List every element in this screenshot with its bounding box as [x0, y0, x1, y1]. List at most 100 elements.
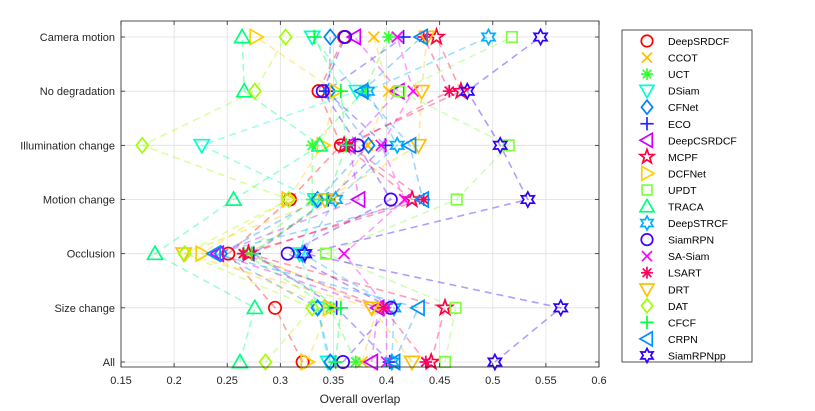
data-point	[290, 247, 309, 263]
data-point	[244, 246, 259, 261]
data-point	[403, 355, 422, 372]
y-tick-label: Size change	[54, 303, 115, 315]
legend-marker	[640, 98, 654, 116]
data-point	[327, 190, 344, 209]
series-line	[304, 36, 563, 363]
plot-frame	[120, 20, 600, 368]
data-point	[382, 30, 396, 44]
legend-marker	[638, 330, 654, 348]
series-line	[323, 36, 513, 363]
series-line	[140, 36, 314, 363]
data-point	[308, 301, 327, 318]
legend-marker	[638, 197, 656, 213]
x-tick-label: 0.35	[323, 375, 344, 387]
data-point	[400, 136, 417, 155]
data-point	[235, 81, 254, 98]
data-point	[310, 298, 325, 317]
y-tick-label: Illumination change	[20, 140, 115, 152]
data-point	[310, 136, 329, 152]
data-point	[492, 136, 509, 155]
data-point	[362, 301, 381, 318]
data-point	[338, 247, 351, 260]
data-point	[205, 244, 221, 263]
data-point	[315, 84, 330, 99]
data-point	[338, 30, 353, 45]
legend-marker	[638, 84, 656, 100]
series-line	[245, 36, 462, 363]
legend-marker	[638, 131, 654, 149]
y-tick-label: Motion change	[43, 195, 115, 207]
data-point	[361, 136, 376, 155]
y-tick-label: All	[103, 357, 115, 369]
legend-label: TRACA	[668, 202, 704, 214]
legend-label: DSiam	[668, 86, 700, 98]
data-point	[375, 139, 388, 152]
data-point	[362, 353, 379, 371]
data-point	[310, 190, 325, 209]
y-tick-label: Camera motion	[40, 32, 115, 44]
legend-marker	[641, 184, 653, 196]
legend-label: ECO	[668, 119, 691, 131]
data-point	[450, 193, 463, 206]
data-point	[192, 138, 211, 155]
data-point	[412, 28, 429, 46]
legend-label: DeepSTRCF	[668, 218, 728, 230]
legend-label: CCOT	[668, 53, 698, 65]
data-point	[221, 246, 236, 261]
data-point	[323, 28, 338, 46]
data-point	[345, 28, 362, 46]
data-point	[391, 30, 404, 44]
data-point	[135, 136, 150, 155]
legend-marker	[641, 51, 653, 64]
legend-label: DRT	[668, 284, 690, 296]
data-point	[383, 192, 398, 207]
x-tick-label: 0.5	[485, 375, 500, 387]
data-point	[233, 27, 252, 44]
legend-label: UPDT	[668, 185, 697, 197]
legend-marker	[640, 297, 654, 315]
data-point	[519, 190, 536, 209]
data-point	[329, 82, 345, 101]
data-point	[195, 244, 211, 263]
data-point	[177, 244, 192, 263]
legend-label: SA-Siam	[668, 251, 710, 263]
data-point	[486, 352, 503, 372]
y-tick-label: Occlusion	[67, 249, 115, 261]
data-point	[278, 28, 293, 46]
data-point	[393, 85, 406, 98]
data-point	[319, 192, 335, 207]
x-axis-ticks: 0.15 0.2 0.25 0.3 0.35 0.4 0.45 0.5 0.55 0.6	[110, 21, 607, 387]
data-point	[412, 84, 431, 101]
x-tick-label: 0.6	[591, 375, 606, 387]
x-tick-label: 0.2	[166, 375, 181, 387]
data-point	[419, 355, 433, 369]
data-point	[398, 193, 411, 206]
data-point	[352, 82, 369, 101]
data-point	[349, 190, 366, 209]
data-point	[347, 84, 366, 101]
data-point	[303, 30, 322, 47]
legend-label: CFCF	[668, 317, 696, 329]
data-point	[245, 298, 264, 315]
legend-marker	[640, 117, 654, 131]
data-point	[339, 138, 354, 153]
data-point	[532, 27, 549, 47]
data-point	[349, 355, 363, 369]
data-point	[315, 193, 334, 209]
legend-marker	[639, 214, 655, 232]
data-point	[333, 300, 349, 315]
data-point	[409, 138, 428, 155]
data-point	[296, 244, 313, 263]
legend-marker	[637, 146, 657, 165]
data-point	[247, 82, 262, 101]
data-point	[407, 85, 420, 98]
data-point	[384, 353, 401, 371]
data-point	[367, 30, 380, 44]
data-point	[307, 29, 322, 45]
series-line	[227, 36, 345, 363]
data-point	[305, 298, 320, 317]
x-tick-label: 0.4	[379, 375, 394, 387]
legend-marker	[640, 34, 654, 48]
legend-label: LSART	[668, 268, 702, 280]
data-point	[333, 84, 349, 99]
